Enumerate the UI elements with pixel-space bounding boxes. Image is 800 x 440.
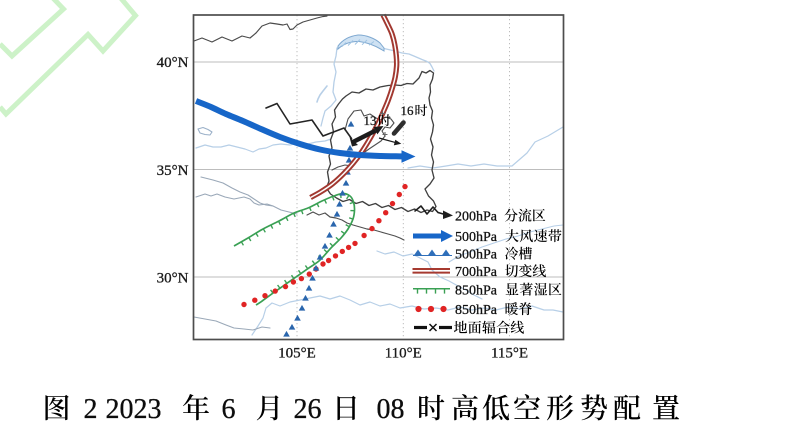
svg-text:6: 6 <box>222 394 236 425</box>
svg-text:08: 08 <box>377 394 405 425</box>
svg-text:500hPa: 500hPa <box>455 230 498 245</box>
svg-text:850hPa: 850hPa <box>455 303 498 318</box>
svg-text:115°E: 115°E <box>491 346 528 362</box>
svg-text:35°N: 35°N <box>157 163 189 179</box>
svg-text:2023: 2023 <box>106 394 162 425</box>
svg-text:13: 13 <box>364 113 377 128</box>
svg-text:700hPa: 700hPa <box>455 265 498 280</box>
svg-text:850hPa: 850hPa <box>455 284 498 299</box>
svg-text:110°E: 110°E <box>385 346 422 362</box>
svg-text:105°E: 105°E <box>278 346 316 362</box>
svg-text:40°N: 40°N <box>157 55 189 71</box>
svg-text:200hPa: 200hPa <box>455 210 498 225</box>
svg-text:16: 16 <box>401 103 415 118</box>
svg-text:26: 26 <box>294 394 322 425</box>
svg-text:2: 2 <box>84 394 98 425</box>
svg-text:30°N: 30°N <box>157 270 189 286</box>
svg-text:500hPa: 500hPa <box>455 248 498 263</box>
